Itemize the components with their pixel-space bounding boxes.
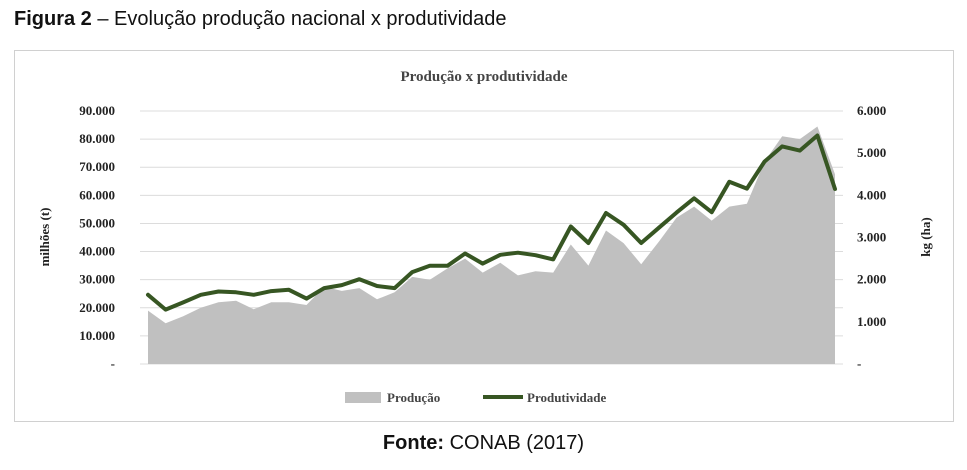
productivity-point: [833, 187, 837, 191]
source-label: Fonte:: [382, 432, 445, 454]
productivity-point: [762, 160, 767, 164]
right-tick-label: 3.000: [857, 230, 886, 245]
right-tick-label: 1.000: [857, 314, 886, 329]
productivity-point: [780, 144, 784, 148]
productivity-point: [586, 241, 591, 245]
left-tick-label: 30.000: [79, 272, 115, 287]
left-tick-label: 80.000: [79, 131, 115, 146]
right-tick-label: 5.000: [857, 145, 886, 160]
productivity-point: [639, 241, 643, 245]
production-area-series: [148, 126, 835, 364]
figure-source: Fonte: CONAB (2017): [0, 432, 967, 455]
chart-title: Produção x produtividade: [401, 69, 568, 85]
left-tick-label: 50.000: [79, 215, 115, 230]
productivity-point: [287, 288, 291, 292]
productivity-point: [357, 277, 361, 281]
right-tick-label: 4.000: [857, 187, 886, 202]
left-tick-label: 20.000: [79, 300, 115, 315]
productivity-point: [304, 297, 309, 301]
source-text: CONAB (2017): [444, 432, 585, 454]
productivity-line-series: [146, 133, 837, 312]
right-axis-label: kg (ha): [918, 217, 933, 256]
production-area: [148, 126, 835, 364]
productivity-point: [498, 253, 502, 257]
legend: Produção Produtividade: [345, 390, 606, 405]
left-tick-label: 70.000: [79, 159, 115, 174]
productivity-point: [146, 293, 150, 297]
productivity-point: [181, 300, 185, 304]
productivity-point: [410, 270, 414, 274]
left-axis-ticks: - 10.000 20.000 30.000 40.000 50.000 60.000 70.…: [79, 103, 115, 371]
left-tick-label: 40.000: [79, 244, 115, 259]
productivity-point: [393, 286, 397, 290]
productivity-point: [445, 264, 450, 268]
right-tick-label: 6.000: [857, 103, 886, 118]
productivity-point: [551, 257, 555, 261]
productivity-point: [692, 196, 696, 200]
right-tick-label: 2.000: [857, 272, 886, 287]
productivity-point: [622, 223, 626, 227]
productivity-point: [428, 264, 432, 268]
productivity-point: [234, 290, 238, 294]
productivity-point: [798, 149, 802, 153]
chart-frame: Produção x produtividade - 10.000 20.000 30…: [14, 50, 954, 422]
productivity-point: [745, 187, 749, 191]
productivity-point: [533, 253, 538, 257]
legend-swatch-production: [345, 392, 381, 403]
productivity-point: [164, 308, 168, 312]
productivity-point: [674, 211, 679, 215]
productivity-point: [340, 283, 344, 287]
figure-caption: Figura 2 – Evolução produção nacional x …: [14, 8, 507, 31]
left-tick-label: 10.000: [79, 328, 115, 343]
productivity-point: [516, 251, 520, 255]
productivity-point: [269, 289, 273, 293]
left-tick-label: 60.000: [79, 187, 115, 202]
productivity-line: [146, 133, 837, 312]
productivity-point: [569, 224, 573, 229]
legend-label-production: Produção: [387, 390, 440, 405]
productivity-point: [216, 289, 221, 294]
left-axis-label: milhões (t): [37, 208, 52, 267]
productivity-point: [815, 133, 820, 138]
right-axis-ticks: - 1.000 2.000 3.000 4.000 5.000 6.000: [857, 103, 886, 371]
left-tick-label: 90.000: [79, 103, 115, 118]
productivity-point: [604, 211, 608, 215]
productivity-point: [710, 210, 714, 214]
productivity-point: [463, 251, 467, 256]
left-tick-label: -: [111, 356, 115, 371]
right-tick-label: -: [857, 356, 861, 371]
figure-caption-text: – Evolução produção nacional x produtivi…: [91, 8, 507, 30]
productivity-point: [252, 293, 256, 297]
production-productivity-chart: Produção x produtividade - 10.000 20.000 30…: [37, 69, 933, 405]
productivity-point: [481, 262, 485, 266]
productivity-point: [375, 284, 379, 288]
productivity-point: [322, 286, 326, 290]
productivity-point: [657, 226, 661, 230]
productivity-point: [199, 293, 203, 297]
productivity-point: [727, 180, 731, 184]
figure-number: Figura 2: [14, 8, 92, 30]
legend-label-productivity: Produtividade: [527, 390, 606, 405]
